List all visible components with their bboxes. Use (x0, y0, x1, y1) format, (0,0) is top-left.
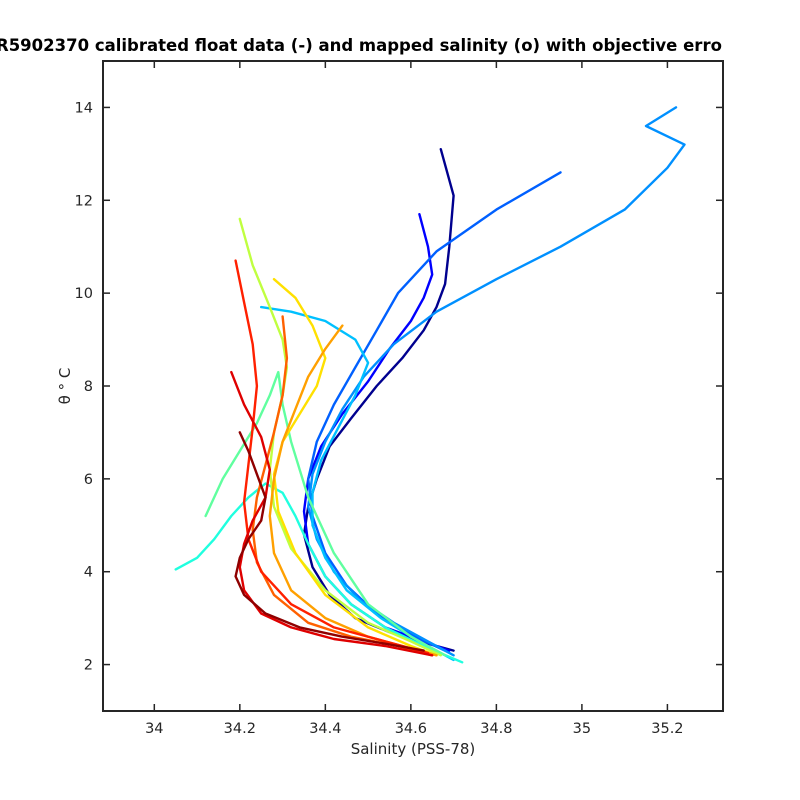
x-axis-label: Salinity (PSS-78) (351, 740, 476, 758)
plot-frame (102, 60, 724, 712)
chart-title: R5902370 calibrated float data (-) and m… (0, 36, 722, 55)
y-tick-label: 12 (75, 193, 93, 209)
y-axis-label: θ ° C (56, 368, 74, 405)
profile-line-5 (260, 305, 455, 662)
x-tick-label: 35.2 (651, 721, 683, 737)
x-tick-label: 35 (573, 721, 591, 737)
x-tick-label: 34.4 (309, 721, 341, 737)
profile-line-8 (238, 217, 442, 657)
profile-line-12 (234, 259, 430, 655)
x-tick-label: 34.6 (395, 721, 427, 737)
plot-area (103, 61, 723, 711)
profile-line-6 (174, 482, 464, 664)
y-tick-label: 8 (84, 379, 93, 395)
x-tick-label: 34.8 (480, 721, 512, 737)
x-tick-label: 34 (145, 721, 163, 737)
y-tick-label: 14 (75, 100, 93, 116)
profile-line-7 (204, 370, 447, 657)
profile-lines (174, 106, 686, 664)
profile-line-11 (251, 315, 434, 657)
x-tick-label: 34.2 (224, 721, 256, 737)
y-tick-label: 2 (84, 658, 93, 674)
profile-line-14 (234, 431, 425, 652)
y-tick-label: 4 (84, 565, 93, 581)
y-tick-label: 6 (84, 472, 93, 488)
profile-line-4 (307, 106, 686, 657)
y-tick-label: 10 (75, 286, 93, 302)
axis-ticks: 34 34.2 34.4 34.6 34.8 35 35.2 2 4 6 8 10 12 14 (75, 61, 723, 737)
